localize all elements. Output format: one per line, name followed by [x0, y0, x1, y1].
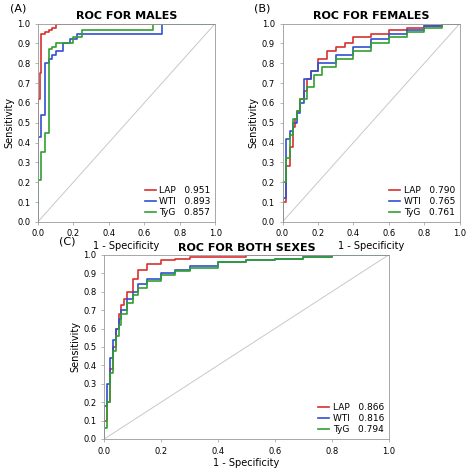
- Title: ROC FOR FEMALES: ROC FOR FEMALES: [313, 11, 429, 21]
- Y-axis label: Sensitivity: Sensitivity: [71, 321, 81, 372]
- Legend: LAP   0.790, WTI   0.765, TyG   0.761: LAP 0.790, WTI 0.765, TyG 0.761: [390, 186, 455, 217]
- Text: (B): (B): [254, 4, 271, 14]
- Y-axis label: Sensitivity: Sensitivity: [249, 97, 259, 148]
- Legend: LAP   0.866, WTI   0.816, TyG   0.794: LAP 0.866, WTI 0.816, TyG 0.794: [319, 403, 384, 434]
- Y-axis label: Sensitivity: Sensitivity: [4, 97, 14, 148]
- Legend: LAP   0.951, WTI   0.893, TyG   0.857: LAP 0.951, WTI 0.893, TyG 0.857: [145, 186, 210, 217]
- Title: ROC FOR MALES: ROC FOR MALES: [76, 11, 177, 21]
- X-axis label: 1 - Specificity: 1 - Specificity: [213, 458, 280, 468]
- X-axis label: 1 - Specificity: 1 - Specificity: [338, 241, 404, 251]
- X-axis label: 1 - Specificity: 1 - Specificity: [93, 241, 160, 251]
- Title: ROC FOR BOTH SEXES: ROC FOR BOTH SEXES: [178, 243, 315, 253]
- Text: (A): (A): [9, 4, 26, 14]
- Text: (C): (C): [59, 236, 75, 246]
